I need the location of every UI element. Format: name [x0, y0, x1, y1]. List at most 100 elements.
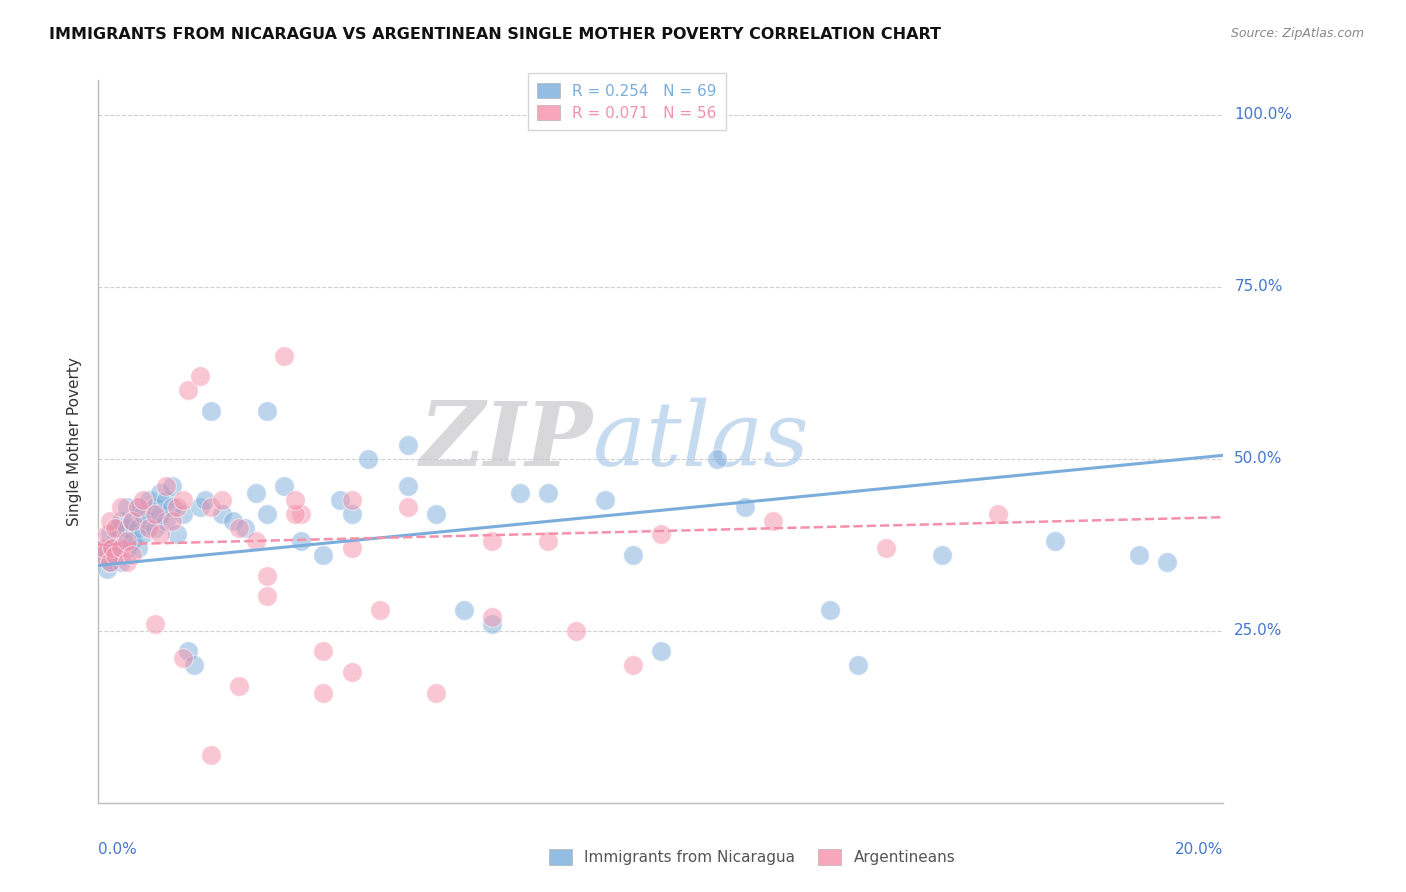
Point: [256, 568, 278, 582]
Point: [846, 658, 869, 673]
Point: [228, 679, 250, 693]
Point: [155, 479, 177, 493]
Point: [1043, 534, 1066, 549]
Point: [931, 548, 953, 562]
Point: [127, 541, 149, 556]
Point: [115, 534, 138, 549]
Point: [1128, 548, 1150, 562]
Point: [96, 527, 118, 541]
Point: [101, 541, 124, 556]
Point: [211, 507, 233, 521]
Point: [481, 610, 503, 624]
Point: [453, 603, 475, 617]
Point: [93, 548, 115, 562]
Point: [93, 541, 115, 556]
Point: [425, 507, 447, 521]
Point: [98, 555, 121, 569]
Point: [172, 651, 194, 665]
Point: [396, 438, 419, 452]
Point: [183, 658, 205, 673]
Point: [329, 493, 352, 508]
Point: [115, 500, 138, 514]
Point: [734, 500, 756, 514]
Legend: Immigrants from Nicaragua, Argentineans: Immigrants from Nicaragua, Argentineans: [543, 843, 962, 871]
Point: [104, 548, 127, 562]
Point: [537, 534, 560, 549]
Point: [121, 548, 143, 562]
Point: [284, 507, 307, 521]
Point: [194, 493, 217, 508]
Point: [98, 555, 121, 569]
Point: [160, 479, 183, 493]
Point: [101, 541, 124, 556]
Point: [340, 507, 363, 521]
Point: [340, 493, 363, 508]
Point: [149, 486, 172, 500]
Point: [396, 500, 419, 514]
Point: [143, 520, 166, 534]
Point: [138, 493, 160, 508]
Point: [155, 514, 177, 528]
Point: [650, 644, 672, 658]
Point: [621, 658, 644, 673]
Text: ZIP: ZIP: [420, 399, 593, 484]
Point: [245, 486, 267, 500]
Point: [621, 548, 644, 562]
Point: [172, 507, 194, 521]
Point: [132, 493, 155, 508]
Point: [340, 541, 363, 556]
Point: [256, 403, 278, 417]
Text: 100.0%: 100.0%: [1234, 107, 1292, 122]
Point: [115, 520, 138, 534]
Point: [222, 514, 245, 528]
Point: [104, 520, 127, 534]
Point: [200, 747, 222, 762]
Point: [115, 541, 138, 556]
Point: [104, 548, 127, 562]
Point: [127, 500, 149, 514]
Point: [143, 507, 166, 521]
Text: 75.0%: 75.0%: [1234, 279, 1282, 294]
Point: [245, 534, 267, 549]
Legend: R = 0.254   N = 69, R = 0.071   N = 56: R = 0.254 N = 69, R = 0.071 N = 56: [529, 73, 725, 130]
Point: [98, 514, 121, 528]
Point: [110, 500, 132, 514]
Point: [166, 500, 188, 514]
Point: [127, 500, 149, 514]
Point: [357, 451, 380, 466]
Point: [396, 479, 419, 493]
Point: [762, 514, 785, 528]
Point: [290, 507, 312, 521]
Point: [112, 534, 135, 549]
Point: [509, 486, 531, 500]
Point: [132, 507, 155, 521]
Point: [211, 493, 233, 508]
Point: [138, 520, 160, 534]
Point: [91, 548, 114, 562]
Point: [340, 665, 363, 679]
Point: [425, 686, 447, 700]
Y-axis label: Single Mother Poverty: Single Mother Poverty: [67, 357, 83, 526]
Point: [290, 534, 312, 549]
Point: [537, 486, 560, 500]
Point: [121, 514, 143, 528]
Point: [177, 644, 200, 658]
Point: [121, 514, 143, 528]
Point: [172, 493, 194, 508]
Text: atlas: atlas: [593, 398, 808, 485]
Point: [987, 507, 1010, 521]
Point: [200, 500, 222, 514]
Point: [565, 624, 588, 638]
Text: Source: ZipAtlas.com: Source: ZipAtlas.com: [1230, 27, 1364, 40]
Point: [177, 383, 200, 397]
Point: [91, 541, 114, 556]
Point: [149, 507, 172, 521]
Point: [155, 493, 177, 508]
Point: [312, 548, 335, 562]
Point: [875, 541, 897, 556]
Point: [284, 493, 307, 508]
Text: 20.0%: 20.0%: [1175, 842, 1223, 856]
Point: [188, 500, 211, 514]
Point: [149, 527, 172, 541]
Point: [121, 534, 143, 549]
